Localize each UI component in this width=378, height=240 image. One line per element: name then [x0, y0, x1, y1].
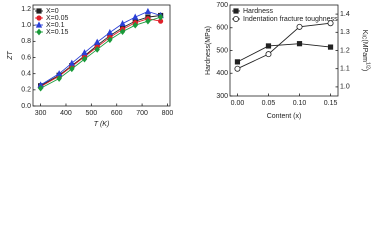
y-tick-label: 300 [216, 93, 228, 100]
figure: 300 400 500 600 700 800 0.0 0.2 0.4 0.6 0.8 1.0 1.2 T… [7, 2, 370, 128]
marker [81, 49, 88, 56]
marker [37, 84, 44, 92]
label-sup: 1/2 [364, 62, 370, 69]
marker [132, 13, 139, 20]
marker [94, 46, 100, 53]
label-part: K [361, 30, 368, 35]
series-line [40, 16, 161, 89]
marker [107, 36, 113, 44]
marker [132, 21, 138, 29]
marker [119, 28, 126, 35]
legend-label: Indentation fracture toughness [243, 16, 338, 23]
y2-tick-label: 1.2 [340, 47, 350, 54]
y-tick-label: 0.6 [21, 54, 31, 61]
marker [68, 59, 75, 66]
legend-marker [232, 15, 239, 22]
y-tick-label: 500 [216, 47, 228, 54]
y-tick-label: 700 [216, 2, 228, 9]
legend-marker [36, 28, 42, 36]
marker [265, 43, 272, 49]
y-tick-label: 0.8 [21, 38, 31, 45]
x-axis-label: Content (x) [267, 113, 302, 120]
series-line [40, 18, 161, 87]
x-tick-label: 0.05 [262, 100, 276, 107]
y-tick-label: 1.0 [21, 22, 31, 29]
y-tick-label: 1.2 [21, 6, 31, 13]
marker [119, 20, 126, 27]
y-axis-label: Hardness(MPa) [205, 26, 212, 75]
y2-axis-label: KIC(MPam1/2) [360, 30, 370, 72]
x-tick-label: 600 [111, 110, 123, 117]
legend-label: X=0.05 [46, 15, 68, 22]
y-tick-label: 0.2 [21, 87, 31, 94]
marker [145, 17, 151, 25]
marker [234, 59, 241, 65]
x-tick-label: 0.00 [231, 100, 245, 107]
label-part: ) [361, 69, 368, 71]
plot-frame [32, 4, 171, 107]
y-tick-label: 0.4 [21, 71, 31, 78]
series-line [237, 22, 331, 70]
x-tick-label: 400 [60, 110, 72, 117]
y-tick-label: 400 [216, 70, 228, 77]
x-tick-label: 300 [35, 110, 47, 117]
y-tick-label: 600 [216, 25, 228, 32]
y-axis-label: ZT [7, 51, 14, 61]
legend-label: X=0.15 [46, 29, 68, 36]
x-tick-label: 0.10 [293, 100, 307, 107]
legend-marker [36, 15, 42, 21]
x-tick-label: 700 [136, 110, 148, 117]
legend-marker [36, 8, 42, 14]
legend-marker [35, 21, 43, 28]
y2-tick-label: 1.4 [340, 11, 350, 18]
marker [327, 44, 334, 50]
y2-tick-label: 1.0 [340, 84, 350, 91]
marker [69, 65, 75, 73]
label-sub: IC [360, 34, 366, 39]
series-line [40, 15, 161, 87]
series-line [237, 43, 331, 63]
legend-label: Hardness [243, 8, 273, 15]
y-tick-label: 0.0 [21, 103, 31, 110]
marker [265, 51, 272, 58]
marker [296, 23, 303, 30]
label-part: (MPam [361, 39, 368, 62]
legend-label: X=0.1 [46, 22, 65, 29]
marker [327, 20, 334, 27]
marker [106, 28, 114, 36]
marker [234, 65, 241, 72]
x-axis-label: T (K) [94, 121, 110, 128]
legend-label: X=0 [46, 8, 59, 15]
marker [157, 13, 164, 21]
marker [144, 7, 152, 15]
marker [56, 75, 62, 82]
x-tick-label: 0.15 [324, 100, 338, 107]
marker [81, 55, 88, 63]
y2-tick-label: 1.3 [340, 29, 350, 36]
y2-tick-label: 1.1 [340, 66, 350, 73]
x-tick-label: 800 [162, 110, 174, 117]
series-line [40, 10, 161, 86]
marker [94, 38, 101, 45]
marker [296, 41, 303, 47]
x-tick-label: 500 [86, 110, 98, 117]
legend-marker [233, 8, 239, 14]
